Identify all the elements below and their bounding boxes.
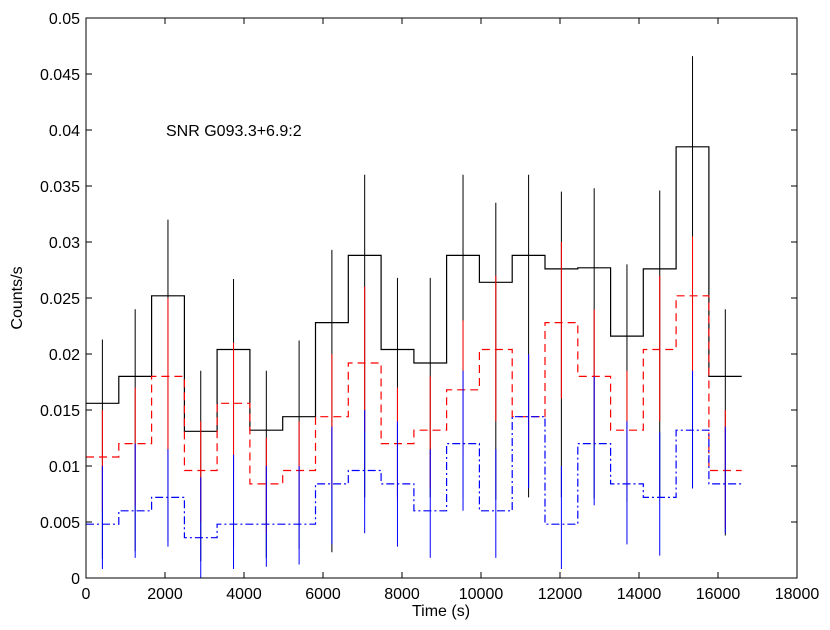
x-tick-label: 12000 — [538, 586, 583, 603]
y-tick-label: 0.01 — [49, 459, 80, 476]
x-tick-label: 8000 — [384, 586, 420, 603]
annotation-label: SNR G093.3+6.9:2 — [166, 123, 302, 140]
series-blue — [86, 354, 742, 578]
y-tick-label: 0.02 — [49, 347, 80, 364]
x-tick-label: 16000 — [696, 586, 741, 603]
x-tick-label: 14000 — [617, 586, 662, 603]
x-tick-label: 0 — [82, 586, 91, 603]
y-tick-label: 0.05 — [49, 11, 80, 28]
plot-frame — [85, 17, 798, 579]
plot-background — [86, 18, 797, 578]
x-axis-label: Time (s) — [412, 603, 470, 620]
y-tick-label: 0.04 — [49, 123, 80, 140]
y-tick-label: 0 — [71, 571, 80, 588]
ticks-layer: 0 2000 4000 6000 8000 10000 12000 14000 16000 180… — [40, 11, 819, 603]
y-tick-label: 0.005 — [40, 515, 80, 532]
x-tick-label: 10000 — [459, 586, 504, 603]
y-tick-label: 0.045 — [40, 67, 80, 84]
y-axis-label: Counts/s — [9, 266, 26, 329]
x-tick-label: 2000 — [147, 586, 183, 603]
x-tick-label: 6000 — [305, 586, 341, 603]
x-tick-label: 18000 — [775, 586, 820, 603]
y-tick-label: 0.025 — [40, 291, 80, 308]
y-tick-label: 0.015 — [40, 403, 80, 420]
y-tick-label: 0.035 — [40, 179, 80, 196]
series-layer — [86, 56, 742, 578]
y-tick-label: 0.03 — [49, 235, 80, 252]
x-tick-label: 4000 — [226, 586, 262, 603]
